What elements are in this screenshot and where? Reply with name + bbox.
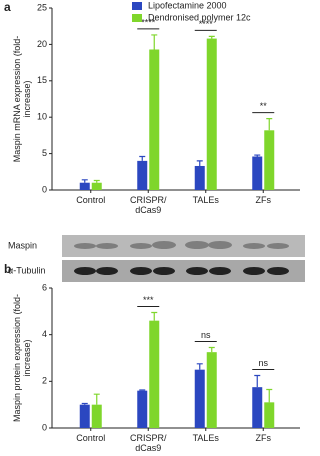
panel-label: b — [4, 262, 11, 276]
x-tick-label: Control — [76, 195, 106, 205]
bar — [137, 390, 148, 428]
y-tick-label: 20 — [37, 39, 47, 49]
error-bar — [93, 179, 100, 183]
bar — [91, 404, 102, 428]
error-bar — [266, 388, 273, 403]
x-tick-label: ZFs — [255, 195, 272, 205]
bar — [194, 369, 205, 428]
error-bar — [139, 389, 146, 391]
blot-strip — [62, 235, 305, 257]
error-bar — [266, 118, 273, 131]
error-bar — [196, 160, 203, 166]
legend-swatch — [132, 14, 142, 22]
blot — [62, 235, 305, 282]
x-tick-label: TALEs — [192, 433, 219, 443]
legend-swatch — [132, 2, 142, 10]
y-tick-label: 0 — [42, 184, 47, 194]
x-tick-label: TALEs — [192, 195, 219, 205]
bar — [264, 402, 275, 428]
y-tick-label: 5 — [42, 148, 47, 158]
error-bar — [196, 363, 203, 370]
blot-strip — [62, 260, 305, 282]
bar — [252, 156, 263, 190]
bar — [137, 160, 148, 190]
y-tick-label: 10 — [37, 112, 47, 122]
error-bar — [139, 155, 146, 161]
error-bar — [81, 402, 88, 405]
blot-label: Maspin — [8, 240, 37, 250]
y-axis-label: Maspin mRNA expression (fold-increase) — [12, 35, 32, 163]
blot-bands — [74, 241, 289, 249]
panel-label: a — [4, 0, 11, 14]
error-bar — [254, 154, 261, 157]
significance-label: ns — [201, 330, 211, 340]
significance-label: **** — [141, 17, 156, 27]
error-bar — [151, 311, 158, 321]
y-tick-label: 6 — [42, 282, 47, 292]
y-tick-label: 25 — [37, 2, 47, 12]
error-bar — [254, 374, 261, 388]
y-tick-label: 4 — [42, 329, 47, 339]
bar — [206, 352, 217, 428]
error-bar — [81, 179, 88, 183]
error-bar — [93, 393, 100, 405]
bar — [91, 182, 102, 190]
bar — [264, 130, 275, 190]
x-tick-label: CRISPR/ dCas9 — [129, 195, 167, 215]
y-axis-label: Maspin protein expression (fold-increase… — [12, 293, 32, 423]
significance-label: ** — [260, 101, 268, 111]
bar — [206, 38, 217, 190]
bar — [149, 320, 160, 428]
error-bar — [208, 346, 215, 353]
significance-label: **** — [199, 19, 214, 29]
significance-label: ns — [258, 358, 268, 368]
blot-label: α-Tubulin — [8, 265, 45, 275]
x-tick-label: CRISPR/ dCas9 — [129, 433, 167, 453]
y-tick-label: 15 — [37, 75, 47, 85]
x-tick-label: Control — [76, 433, 106, 443]
legend-label: Lipofectamine 2000 — [148, 0, 227, 10]
bar — [79, 182, 90, 190]
blot-bands — [74, 267, 289, 275]
legend-label: Dendronised polymer 12c — [148, 12, 251, 22]
bar — [252, 387, 263, 428]
bar — [194, 165, 205, 190]
significance-label: *** — [143, 295, 154, 305]
error-bar — [208, 35, 215, 39]
y-tick-label: 0 — [42, 422, 47, 432]
bar — [149, 49, 160, 190]
x-tick-label: ZFs — [255, 433, 272, 443]
error-bar — [151, 34, 158, 50]
bar — [79, 404, 90, 428]
y-tick-label: 2 — [42, 376, 47, 386]
figure: a 0 5 10 15 20 25 **** **** ** Lipofectamine 2000 D… — [4, 0, 305, 453]
